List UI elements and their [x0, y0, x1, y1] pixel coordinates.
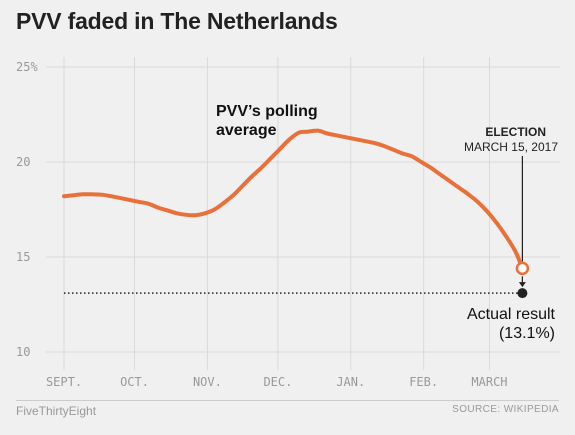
y-tick-label: 25%: [16, 60, 38, 74]
footer-source: SOURCE: WIKIPEDIA: [452, 404, 559, 415]
actual-result-label: Actual result: [467, 306, 556, 323]
x-tick-label: MARCH: [471, 375, 507, 389]
y-tick-label: 10: [16, 345, 30, 359]
series-line-pvv: [62, 128, 525, 271]
x-tick-label: FEB.: [409, 375, 438, 389]
y-tick-label: 15: [16, 250, 30, 264]
election-date-label: MARCH 15, 2017: [464, 140, 558, 154]
x-tick-label: DEC.: [263, 375, 292, 389]
x-tick-label: SEPT.: [46, 375, 82, 389]
series-label: PVV’s polling average: [216, 103, 318, 139]
y-tick-label: 20: [16, 155, 30, 169]
chart-title: PVV faded in The Netherlands: [16, 8, 338, 34]
series-endpoint-marker: [515, 261, 530, 276]
footer-brand: FiveThirtyEight: [16, 404, 97, 418]
election-label: ELECTION: [485, 125, 546, 139]
change-arrow-head: [518, 282, 526, 288]
axis-layer: 25% 20 15 10 SEPT. OCT. NOV. DEC. JAN. FEB. MARCH: [16, 60, 508, 389]
series-label-line: PVV’s polling: [216, 103, 318, 120]
actual-result-marker: [517, 288, 528, 299]
series-layer: [62, 128, 530, 299]
x-tick-label: JAN.: [336, 375, 365, 389]
x-tick-label: NOV.: [193, 375, 222, 389]
series-label-line: average: [216, 122, 277, 139]
footer-divider: [16, 400, 559, 401]
x-tick-label: OCT.: [120, 375, 149, 389]
actual-result-value: (13.1%): [499, 325, 555, 342]
